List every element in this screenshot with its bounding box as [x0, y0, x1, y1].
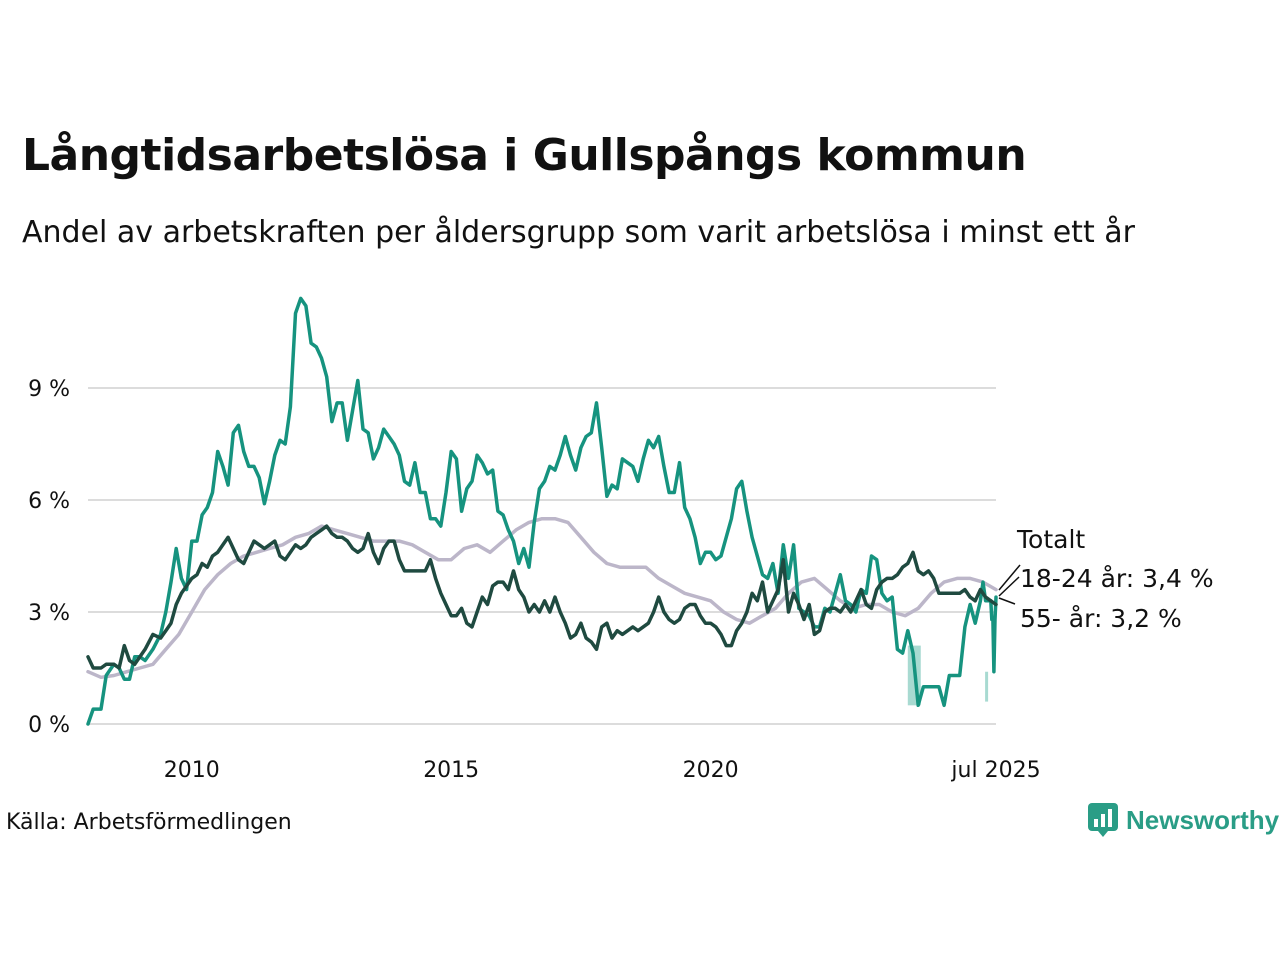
brand-name: Newsworthy [1126, 804, 1280, 835]
chart-subtitle: Andel av arbetskraften per åldersgrupp s… [22, 215, 1135, 250]
series-line-55-r [86, 524, 998, 670]
x-tick-label: jul 2025 [950, 758, 1040, 783]
source-note: Källa: Arbetsförmedlingen [6, 810, 292, 835]
end-label-leader [998, 597, 1016, 605]
x-tick-label: 2010 [164, 758, 220, 783]
newsworthy-logo-icon [1088, 803, 1118, 837]
y-axis-ticks: 0 % 3 % 6 % 9 % [28, 377, 70, 738]
end-labels: Totalt 18-24 år: 3,4 % 55- år: 3,2 % [998, 525, 1214, 633]
brand-logo: Newsworthy [1088, 803, 1279, 837]
end-label: 55- år: 3,2 % [1020, 604, 1182, 633]
chart-title: Långtidsarbetslösa i Gullspångs kommun [22, 130, 1027, 181]
end-label: 18-24 år: 3,4 % [1020, 564, 1214, 593]
uncertainty-band [985, 671, 989, 702]
y-tick-label: 3 % [28, 601, 70, 626]
series-lines [86, 296, 998, 726]
end-label-leader [998, 576, 1020, 597]
y-tick-label: 0 % [28, 713, 70, 738]
end-label-leader [998, 564, 1021, 591]
end-label: Totalt [1016, 525, 1085, 554]
x-tick-label: 2020 [683, 758, 739, 783]
x-axis-ticks: 2010 2015 2020 jul 2025 [164, 758, 1041, 783]
x-tick-label: 2015 [423, 758, 479, 783]
y-tick-label: 6 % [28, 489, 70, 514]
series-line-18-24-r [86, 296, 998, 726]
y-tick-label: 9 % [28, 377, 70, 402]
gridlines [88, 387, 996, 725]
